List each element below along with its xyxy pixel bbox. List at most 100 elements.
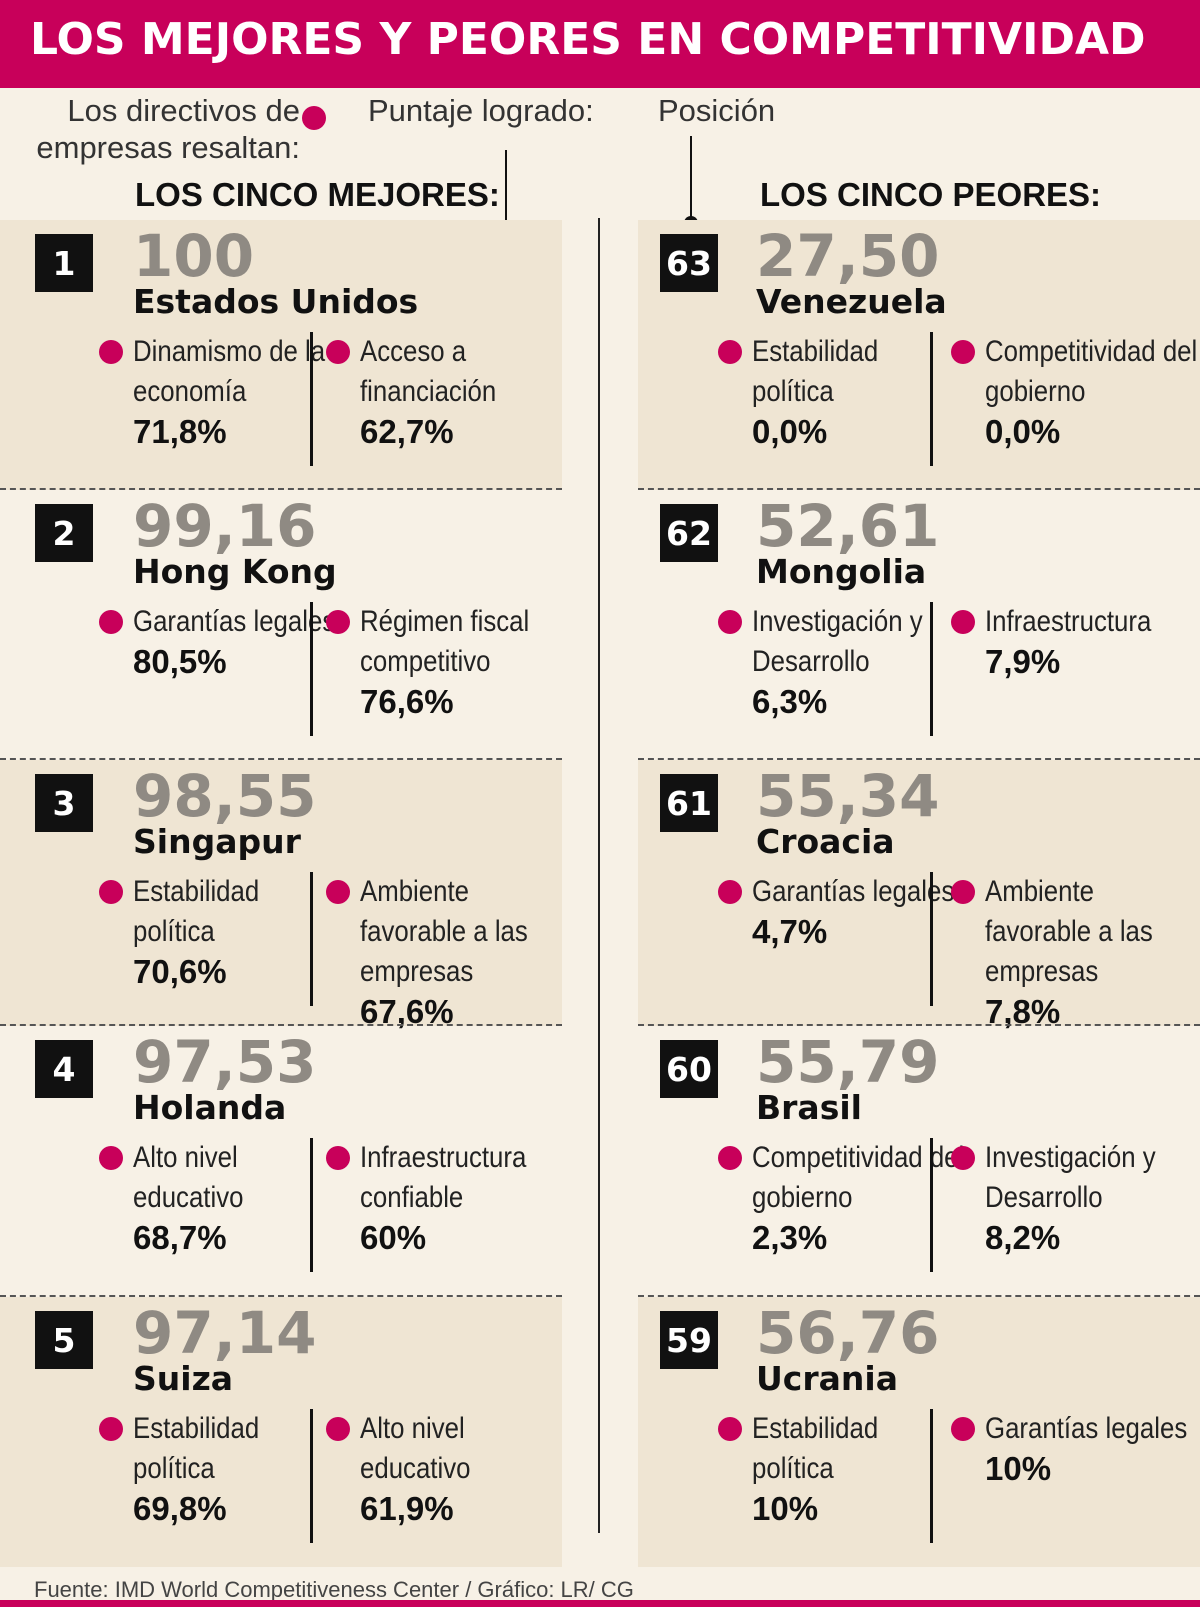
indicator-2: Ambiente favorable a las empresas 67,6% — [326, 872, 572, 1032]
indicator-value: 80,5% — [133, 643, 227, 680]
indicator-label: Dinamismo de la economía — [133, 335, 326, 408]
indicator-label: Competitividad del gobierno — [752, 1141, 965, 1214]
indicator-value: 61,9% — [360, 1490, 454, 1527]
indicator-label: Competitividad del gobierno — [985, 335, 1198, 408]
indicator-1: Investigación y Desarrollo 6,3% — [718, 602, 964, 722]
row-divider — [638, 1295, 1200, 1297]
indicator-value: 10% — [985, 1450, 1052, 1487]
indicator-label: Alto nivel educativo — [360, 1412, 471, 1485]
indicator-2: Alto nivel educativo 61,9% — [326, 1409, 572, 1529]
position-leader-vertical — [690, 136, 692, 222]
score-value: 99,16 — [133, 492, 317, 560]
indicator-label: Garantías legales — [985, 1412, 1188, 1445]
indicator-bullet-dot — [951, 880, 975, 904]
rank-badge: 4 — [35, 1040, 93, 1098]
country-name: Estados Unidos — [133, 282, 419, 321]
indicator-separator — [310, 1138, 313, 1272]
indicator-2: Infraestructura 7,9% — [951, 602, 1197, 682]
chart-title: LOS MEJORES Y PEORES EN COMPETITIVIDAD — [30, 14, 1146, 65]
indicator-separator — [930, 1409, 933, 1543]
indicator-value: 60% — [360, 1219, 427, 1256]
indicator-label: Estabilidad política — [752, 1412, 879, 1485]
legend-score: Puntaje logrado: — [368, 93, 594, 128]
indicator-separator — [310, 602, 313, 736]
header-bar: LOS MEJORES Y PEORES EN COMPETITIVIDAD — [0, 0, 1200, 88]
rank-badge: 1 — [35, 234, 93, 292]
indicator-label: Investigación y Desarrollo — [752, 605, 923, 678]
indicator-bullet-dot — [718, 880, 742, 904]
indicator-label: Infraestructura confiable — [360, 1141, 527, 1214]
indicator-bullet-dot — [718, 610, 742, 634]
legend-indicator-dot — [302, 106, 326, 130]
indicator-separator — [930, 872, 933, 1006]
indicator-bullet-dot — [99, 1146, 123, 1170]
country-name: Brasil — [756, 1088, 862, 1127]
country-name: Hong Kong — [133, 552, 337, 591]
indicator-value: 68,7% — [133, 1219, 227, 1256]
indicator-value: 0,0% — [752, 413, 828, 450]
indicator-value: 6,3% — [752, 683, 828, 720]
rank-badge: 63 — [660, 234, 718, 292]
indicator-bullet-dot — [951, 340, 975, 364]
indicator-label: Garantías legales — [752, 875, 955, 908]
indicator-1: Estabilidad política 0,0% — [718, 332, 964, 452]
best-card-1 — [0, 220, 562, 490]
indicator-label: Estabilidad política — [133, 875, 260, 948]
source-note: Fuente: IMD World Competitiveness Center… — [34, 1577, 634, 1602]
row-divider — [0, 1295, 562, 1297]
rank-badge: 61 — [660, 774, 718, 832]
indicator-bullet-dot — [951, 1417, 975, 1441]
indicator-2: Infraestructura confiable 60% — [326, 1138, 572, 1258]
indicator-2: Ambiente favorable a las empresas 7,8% — [951, 872, 1197, 1032]
country-name: Holanda — [133, 1088, 287, 1127]
indicator-separator — [930, 332, 933, 466]
indicator-value: 70,6% — [133, 953, 227, 990]
indicator-value: 62,7% — [360, 413, 454, 450]
rank-badge: 60 — [660, 1040, 718, 1098]
indicator-label: Infraestructura — [985, 605, 1152, 638]
indicator-1: Estabilidad política 69,8% — [99, 1409, 345, 1529]
row-divider — [0, 758, 562, 760]
indicator-value: 69,8% — [133, 1490, 227, 1527]
legend-indicator: Los directivos de empresas resaltan: — [36, 93, 300, 165]
indicator-bullet-dot — [326, 880, 350, 904]
indicator-bullet-dot — [718, 340, 742, 364]
indicator-value: 0,0% — [985, 413, 1061, 450]
indicator-1: Estabilidad política 70,6% — [99, 872, 345, 992]
indicator-1: Competitividad del gobierno 2,3% — [718, 1138, 965, 1258]
indicator-2: Investigación y Desarrollo 8,2% — [951, 1138, 1197, 1258]
best-card-3 — [0, 760, 562, 1026]
rank-badge: 59 — [660, 1311, 718, 1369]
indicator-bullet-dot — [99, 610, 123, 634]
indicator-value: 7,8% — [985, 993, 1061, 1030]
score-value: 56,76 — [756, 1299, 940, 1367]
indicator-2: Régimen fiscal competitivo 76,6% — [326, 602, 572, 722]
country-name: Croacia — [756, 822, 895, 861]
worst-section-title: LOS CINCO PEORES: — [760, 176, 1102, 213]
score-value: 52,61 — [756, 492, 940, 560]
indicator-label: Régimen fiscal competitivo — [360, 605, 530, 678]
indicator-value: 2,3% — [752, 1219, 828, 1256]
rank-badge: 2 — [35, 504, 93, 562]
indicator-1: Estabilidad política 10% — [718, 1409, 964, 1529]
row-divider — [0, 488, 562, 490]
indicator-bullet-dot — [718, 1146, 742, 1170]
indicator-label: Alto nivel educativo — [133, 1141, 244, 1214]
score-value: 27,50 — [756, 222, 940, 290]
indicator-label: Ambiente favorable a las empresas — [360, 875, 528, 988]
indicator-value: 4,7% — [752, 913, 828, 950]
indicator-value: 7,9% — [985, 643, 1061, 680]
indicator-bullet-dot — [326, 1146, 350, 1170]
country-name: Mongolia — [756, 552, 927, 591]
indicator-value: 10% — [752, 1490, 819, 1527]
country-name: Venezuela — [756, 282, 947, 321]
indicator-value: 71,8% — [133, 413, 227, 450]
indicator-bullet-dot — [99, 880, 123, 904]
legend-position: Posición — [658, 93, 776, 128]
indicator-1: Garantías legales 80,5% — [99, 602, 345, 682]
indicator-label: Estabilidad política — [752, 335, 879, 408]
indicator-bullet-dot — [951, 610, 975, 634]
score-value: 55,79 — [756, 1028, 940, 1096]
column-divider — [598, 218, 600, 1533]
score-value: 100 — [133, 222, 255, 290]
